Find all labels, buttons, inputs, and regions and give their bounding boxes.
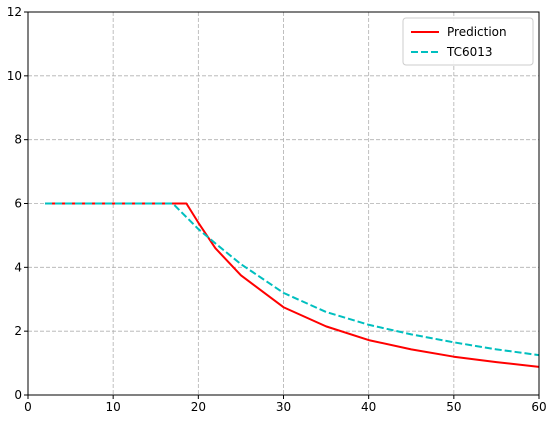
y-tick-label: 2 — [14, 324, 22, 338]
y-tick-label: 12 — [7, 5, 22, 19]
series-line-1 — [45, 202, 540, 357]
y-tick-label: 0 — [14, 388, 22, 402]
y-tick-label: 6 — [14, 197, 22, 211]
x-tick-label: 0 — [24, 400, 32, 414]
x-tick-label: 40 — [361, 400, 376, 414]
legend[interactable]: Prediction TC6013 — [402, 17, 534, 66]
x-tick-label: 30 — [276, 400, 291, 414]
y-tick-label: 10 — [7, 69, 22, 83]
x-tick-label: 20 — [191, 400, 206, 414]
y-tick-label: 8 — [14, 133, 22, 147]
x-tick-label: 50 — [446, 400, 461, 414]
x-tick-label: 60 — [531, 400, 546, 414]
grid — [28, 12, 539, 395]
legend-label-1: TC6013 — [446, 45, 493, 59]
y-tick-label: 4 — [14, 260, 22, 274]
legend-box — [402, 17, 534, 66]
legend-label-0: Prediction — [447, 25, 507, 39]
series-line-0 — [45, 202, 540, 368]
ticks: 0 10 20 30 40 50 60 0 2 4 6 8 10 12 — [7, 5, 547, 414]
x-tick-label: 10 — [106, 400, 121, 414]
series-layer — [45, 202, 540, 368]
